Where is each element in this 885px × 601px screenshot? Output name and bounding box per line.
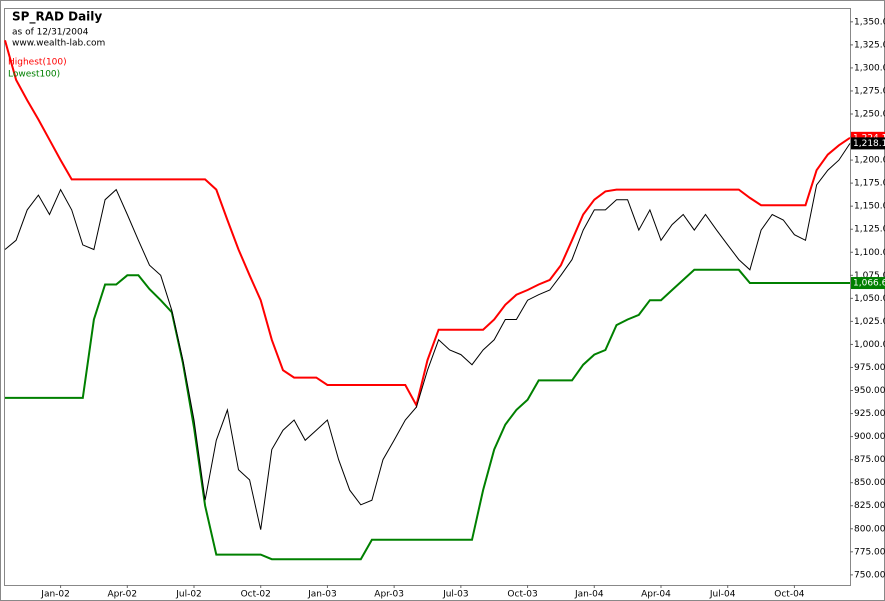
series-line xyxy=(4,40,851,409)
x-tick-label: Jul-02 xyxy=(175,590,202,600)
legend-label: Highest(100) xyxy=(8,58,67,68)
y-tick-label: 1,100.00 xyxy=(854,248,885,258)
subtitle: as of 12/31/2004 xyxy=(12,28,89,38)
y-tick-label: 1,200.00 xyxy=(854,156,885,166)
y-tick-label: 1,025.00 xyxy=(854,317,885,327)
x-tick-label: Jan-03 xyxy=(307,590,337,600)
y-tick-label: 1,350.00 xyxy=(854,17,885,27)
x-tick-label: Jan-04 xyxy=(574,590,604,600)
y-tick-label: 1,125.00 xyxy=(854,225,885,235)
x-tick-label: Apr-02 xyxy=(107,590,137,600)
x-tick-label: Jan-02 xyxy=(40,590,70,600)
x-tick-label: Oct-02 xyxy=(241,590,271,600)
y-tick-label: 775.00 xyxy=(854,547,885,557)
series-line xyxy=(5,268,850,561)
value-tag xyxy=(851,137,885,150)
x-tick-label: Jul-04 xyxy=(709,590,736,600)
y-tick-label: 975.00 xyxy=(854,363,885,373)
source: www.wealth-lab.com xyxy=(12,39,105,49)
y-tick-label: 950.00 xyxy=(854,386,885,396)
y-tick-label: 750.00 xyxy=(854,570,885,580)
x-tick-label: Oct-04 xyxy=(774,590,805,600)
series-line xyxy=(4,143,851,530)
y-tick-label: 1,150.00 xyxy=(854,202,885,212)
value-label: 1,218.12 xyxy=(853,139,885,149)
y-tick-label: 925.00 xyxy=(854,409,885,419)
y-tick-label: 1,000.00 xyxy=(854,340,885,350)
x-tick-label: Apr-04 xyxy=(641,590,671,600)
y-tick-label: 800.00 xyxy=(854,524,885,534)
legend-label: Lowest100) xyxy=(8,70,60,80)
y-tick-label: 900.00 xyxy=(854,432,885,442)
y-tick-label: 1,175.00 xyxy=(854,179,885,189)
y-tick-label: 875.00 xyxy=(854,455,885,465)
y-tick-label: 1,250.00 xyxy=(854,109,885,119)
value-tag xyxy=(851,277,885,290)
x-tick-label: Oct-03 xyxy=(507,590,537,600)
x-tick-label: Apr-03 xyxy=(374,590,404,600)
y-tick-label: 1,300.00 xyxy=(854,63,885,73)
y-tick-label: 1,075.00 xyxy=(854,271,885,281)
plot-area xyxy=(4,8,851,586)
x-tick-label: Jul-03 xyxy=(442,590,469,600)
y-tick-label: 1,325.00 xyxy=(854,40,885,50)
y-tick-label: 825.00 xyxy=(854,501,885,511)
chart-title: SP_RAD Daily xyxy=(12,10,102,25)
y-tick-label: 1,050.00 xyxy=(854,294,885,304)
y-tick-label: 1,275.00 xyxy=(854,86,885,96)
value-label: 1,066.61 xyxy=(853,279,885,289)
y-tick-label: 850.00 xyxy=(854,478,885,488)
